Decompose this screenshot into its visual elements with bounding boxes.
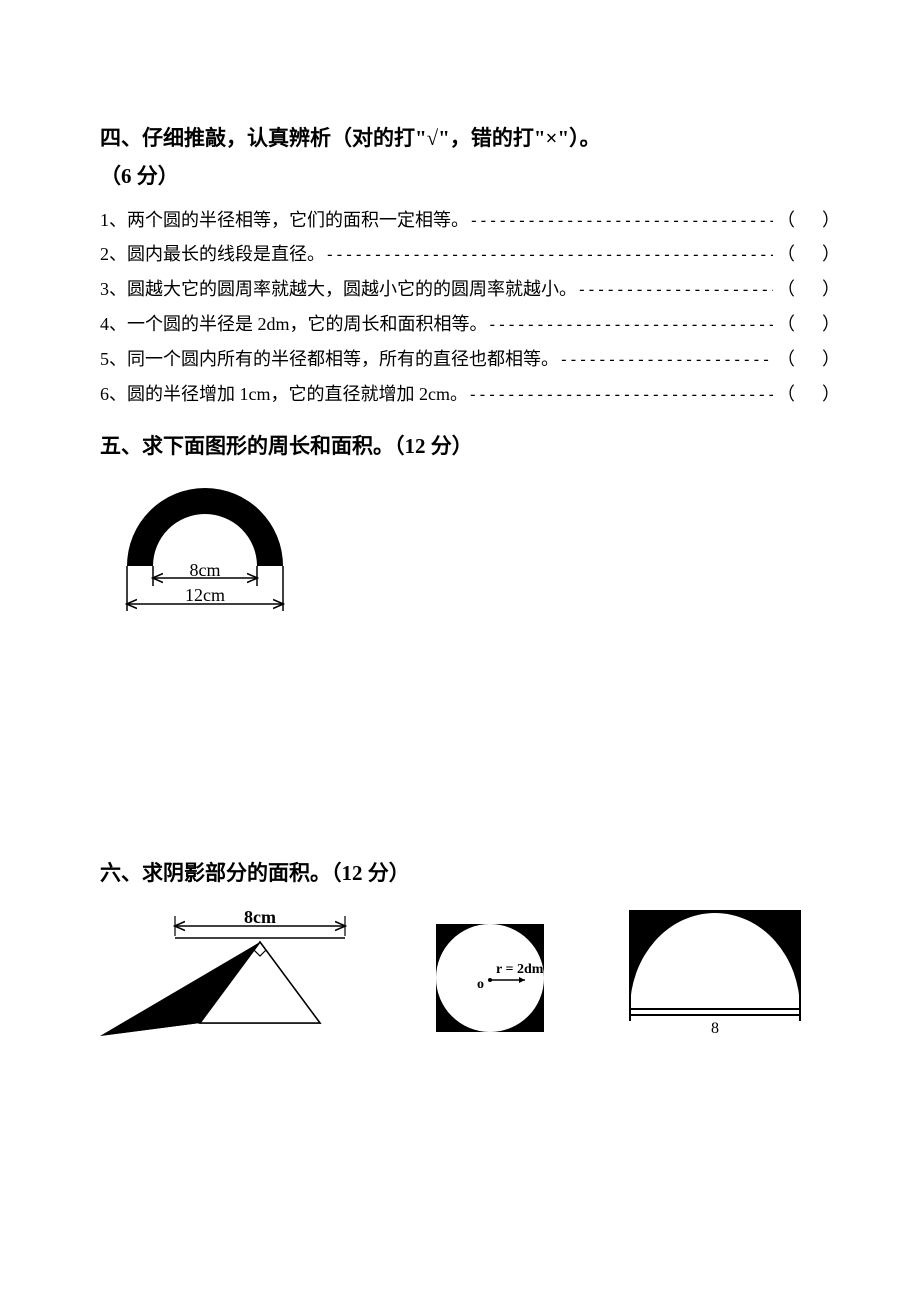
tf-row: 2、 圆内最长的线段是直径。 （ ） [100, 240, 840, 269]
circle-in-square-figure: o r = 2dm [430, 918, 550, 1047]
tf-answer-slot[interactable]: （ ） [773, 310, 840, 339]
fig1-top-label: 8cm [244, 908, 276, 927]
tf-statement: 圆内最长的线段是直径。 [127, 240, 325, 269]
tf-leader [559, 345, 773, 374]
tf-num: 4、 [100, 310, 127, 339]
tf-statement: 两个圆的半径相等，它们的面积一定相等。 [127, 206, 469, 235]
tf-leader [468, 380, 773, 409]
tf-answer-slot[interactable]: （ ） [773, 345, 840, 374]
shaded-figures-row: 8cm o r = 2dm [100, 903, 840, 1047]
fig2-radius-label: r = 2dm [496, 962, 544, 977]
tf-leader [488, 310, 774, 339]
tf-statement: 同一个圆内所有的半径都相等，所有的直径也都相等。 [127, 345, 559, 374]
tf-row: 4、 一个圆的半径是 2dm，它的周长和面积相等。 （ ） [100, 310, 840, 339]
tf-leader [325, 240, 773, 269]
outer-dia-label: 12cm [185, 585, 225, 605]
fig3-base-label: 8 [711, 1020, 719, 1037]
section5-title-text: 五、求下面图形的周长和面积。（12 分） [100, 434, 473, 458]
tf-row: 3、 圆越大它的圆周率就越大，圆越小它的的圆周率就越小。 （ ） [100, 275, 840, 304]
half-ring-svg: 8cm 12cm [110, 476, 300, 626]
tf-leader [469, 206, 773, 235]
triangle-shadow-figure: 8cm [100, 908, 360, 1047]
tf-row: 6、 圆的半径增加 1cm，它的直径就增加 2cm。 （ ） [100, 380, 840, 409]
tf-num: 5、 [100, 345, 127, 374]
tf-answer-slot[interactable]: （ ） [773, 206, 840, 235]
inner-dia-label: 8cm [190, 560, 221, 580]
section6-title: 六、求阴影部分的面积。（12 分） [100, 855, 840, 893]
section4-title-line1: 四、仔细推敲，认真辨析（对的打"√"，错的打"×"）。 [100, 126, 601, 150]
triangle-shadow-svg: 8cm [100, 908, 360, 1038]
tf-num: 2、 [100, 240, 127, 269]
half-ring-figure: 8cm 12cm [110, 476, 840, 635]
circle-in-square-svg: o r = 2dm [430, 918, 550, 1038]
tf-answer-slot[interactable]: （ ） [773, 380, 840, 409]
fig2-center-label: o [477, 977, 484, 992]
section5-title: 五、求下面图形的周长和面积。（12 分） [100, 428, 840, 466]
workspace-blank [100, 635, 840, 835]
section6-title-text: 六、求阴影部分的面积。（12 分） [100, 861, 410, 885]
tf-num: 1、 [100, 206, 127, 235]
tf-row: 1、 两个圆的半径相等，它们的面积一定相等。 （ ） [100, 206, 840, 235]
tf-answer-slot[interactable]: （ ） [773, 275, 840, 304]
section4-title: 四、仔细推敲，认真辨析（对的打"√"，错的打"×"）。 （6 分） [100, 120, 840, 196]
true-false-list: 1、 两个圆的半径相等，它们的面积一定相等。 （ ） 2、 圆内最长的线段是直径… [100, 206, 840, 409]
tf-statement: 一个圆的半径是 2dm，它的周长和面积相等。 [127, 310, 488, 339]
tf-statement: 圆越大它的圆周率就越大，圆越小它的的圆周率就越小。 [127, 275, 577, 304]
tf-statement: 圆的半径增加 1cm，它的直径就增加 2cm。 [127, 380, 468, 409]
square-minus-semicircle-svg: 8 [620, 903, 810, 1038]
tf-num: 3、 [100, 275, 127, 304]
tf-leader [577, 275, 773, 304]
section4-title-line2: （6 分） [100, 164, 179, 188]
tf-answer-slot[interactable]: （ ） [773, 240, 840, 269]
tf-num: 6、 [100, 380, 127, 409]
square-minus-semicircle-figure: 8 [620, 903, 810, 1047]
tf-row: 5、 同一个圆内所有的半径都相等，所有的直径也都相等。 （ ） [100, 345, 840, 374]
